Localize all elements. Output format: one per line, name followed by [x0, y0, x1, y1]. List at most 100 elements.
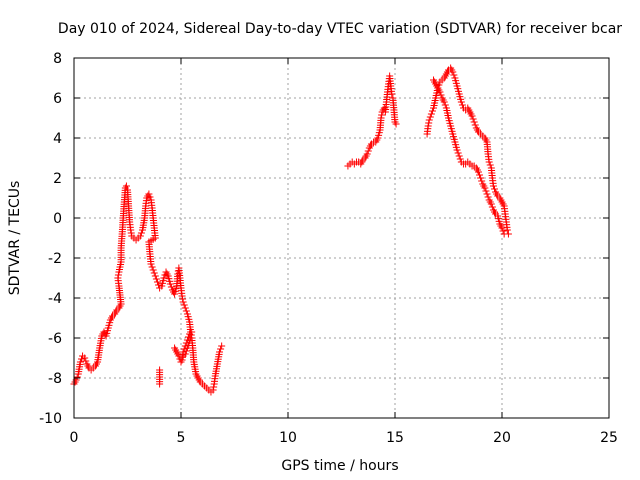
- y-tick-label: 4: [53, 131, 62, 147]
- x-tick-label: 25: [600, 430, 618, 446]
- data-point: [210, 383, 218, 391]
- data-point: [392, 120, 400, 128]
- y-tick-label: 6: [53, 91, 62, 107]
- data-point: [476, 171, 484, 179]
- data-point: [477, 174, 485, 182]
- data-point: [481, 184, 489, 192]
- data-point: [498, 224, 506, 232]
- data-point: [181, 304, 189, 312]
- data-point: [484, 193, 492, 201]
- x-axis-ticks: 0 5 10 15 20 25: [70, 58, 618, 446]
- data-point: [470, 118, 478, 126]
- data-point: [218, 342, 226, 350]
- y-axis-ticks: -10 -8 -6 -4 -2 0 2 4 6 8: [39, 51, 609, 427]
- y-tick-label: -10: [39, 411, 62, 427]
- data-point: [500, 230, 508, 238]
- data-point: [76, 358, 84, 366]
- data-point: [179, 295, 187, 303]
- data-point: [478, 177, 486, 185]
- data-point: [450, 71, 458, 79]
- data-point: [471, 121, 479, 129]
- data-point: [73, 373, 81, 381]
- data-point: [427, 110, 435, 118]
- data-point: [436, 88, 444, 96]
- data-point: [425, 119, 433, 127]
- data-point: [424, 122, 432, 130]
- data-point: [150, 269, 158, 277]
- data-point: [179, 298, 187, 306]
- chart-title: Day 010 of 2024, Sidereal Day-to-day VTE…: [58, 21, 622, 37]
- data-point: [145, 190, 153, 198]
- data-point: [82, 357, 90, 365]
- data-point: [136, 232, 144, 240]
- data-point: [378, 111, 386, 119]
- data-point: [488, 203, 496, 211]
- x-tick-label: 20: [493, 430, 511, 446]
- data-point: [449, 68, 457, 76]
- plot-frame: [73, 57, 610, 419]
- data-point: [440, 98, 448, 106]
- data-point: [209, 386, 217, 394]
- data-point: [77, 355, 85, 363]
- y-tick-label: -4: [48, 291, 62, 307]
- x-tick-label: 5: [177, 430, 186, 446]
- data-point: [425, 116, 433, 124]
- data-point: [455, 152, 463, 160]
- data-point: [160, 274, 168, 282]
- y-tick-label: 2: [53, 171, 62, 187]
- data-point: [179, 352, 187, 360]
- data-point: [147, 260, 155, 268]
- data-point: [454, 149, 462, 157]
- data-point: [363, 150, 371, 158]
- y-tick-label: 0: [53, 211, 62, 227]
- data-point: [188, 328, 196, 336]
- data-point: [153, 278, 161, 286]
- data-point: [486, 161, 494, 169]
- data-point: [166, 280, 174, 288]
- data-point: [182, 347, 190, 355]
- x-tick-label: 15: [386, 430, 404, 446]
- y-tick-label: -8: [48, 371, 62, 387]
- data-point: [377, 114, 385, 122]
- data-point: [216, 348, 224, 356]
- data-point: [485, 158, 493, 166]
- data-point: [127, 229, 135, 237]
- data-point: [187, 331, 195, 339]
- data-point: [137, 229, 145, 237]
- y-axis-label: SDTVAR / TECUs: [7, 181, 23, 296]
- data-point: [428, 107, 436, 115]
- data-point: [149, 266, 157, 274]
- data-point: [469, 115, 477, 123]
- data-point: [156, 380, 164, 388]
- data-point: [426, 113, 434, 121]
- y-tick-label: -2: [48, 251, 62, 267]
- data-point: [491, 185, 499, 193]
- data-point: [155, 281, 163, 289]
- data-point: [482, 187, 490, 195]
- data-point: [364, 147, 372, 155]
- data-point: [167, 283, 175, 291]
- data-point: [114, 274, 122, 282]
- data-point: [183, 344, 191, 352]
- data-point: [127, 226, 135, 234]
- data-point: [437, 91, 445, 99]
- data-point: [152, 275, 160, 283]
- data-point: [388, 90, 396, 98]
- data-point: [458, 101, 466, 109]
- y-tick-label: 8: [53, 51, 62, 67]
- data-point: [122, 182, 130, 190]
- data-point: [217, 345, 225, 353]
- data-point: [81, 354, 89, 362]
- data-point: [483, 190, 491, 198]
- data-point: [468, 112, 476, 120]
- data-point: [453, 146, 461, 154]
- x-axis-label: GPS time / hours: [281, 458, 398, 474]
- y-tick-label: -6: [48, 331, 62, 347]
- data-point: [487, 200, 495, 208]
- data-point: [456, 155, 464, 163]
- data-point: [441, 101, 449, 109]
- data-point: [178, 292, 186, 300]
- data-point: [474, 168, 482, 176]
- data-point: [180, 301, 188, 309]
